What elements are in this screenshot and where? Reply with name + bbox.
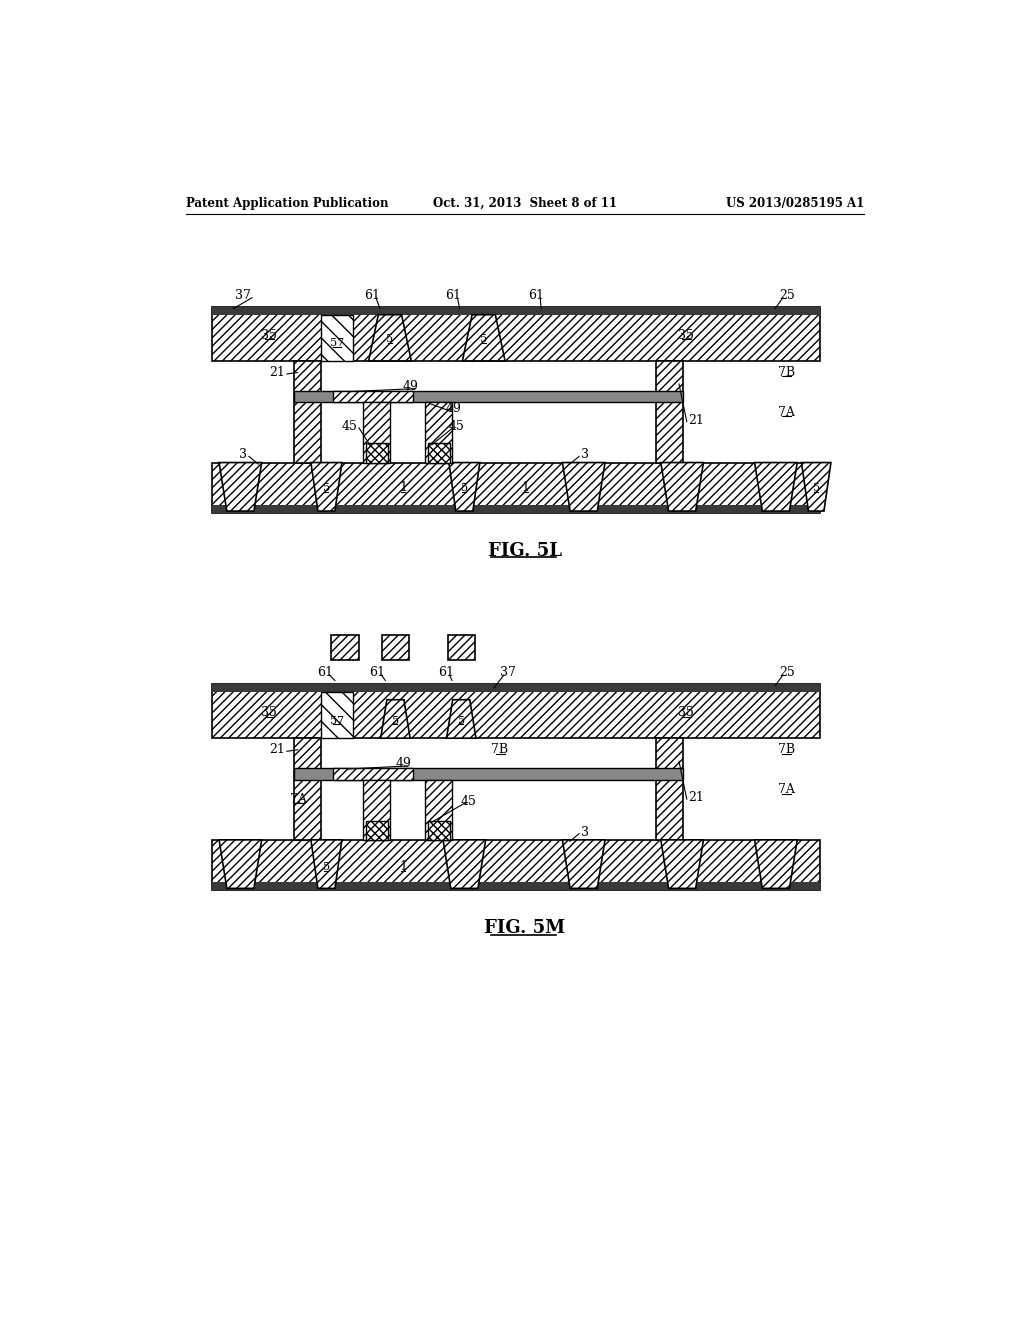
- Text: 3: 3: [239, 449, 247, 462]
- Text: 35: 35: [678, 706, 694, 719]
- Bar: [212, 506, 820, 512]
- Text: 1: 1: [521, 482, 529, 495]
- Bar: [321, 314, 352, 360]
- Text: 37: 37: [500, 667, 516, 680]
- Polygon shape: [463, 314, 505, 360]
- Bar: [321, 692, 352, 738]
- Text: Patent Application Publication: Patent Application Publication: [186, 197, 389, 210]
- Bar: [212, 308, 820, 314]
- Text: 7A: 7A: [778, 783, 796, 796]
- Text: 7B: 7B: [778, 366, 796, 379]
- Text: 57: 57: [330, 338, 344, 348]
- Bar: [294, 768, 683, 780]
- Bar: [294, 738, 321, 840]
- Text: 5: 5: [323, 483, 330, 492]
- Bar: [655, 360, 683, 462]
- Bar: [382, 635, 409, 660]
- Text: FIG. 5L: FIG. 5L: [487, 543, 562, 560]
- Polygon shape: [446, 700, 476, 738]
- Text: 7A: 7A: [778, 407, 796, 418]
- Polygon shape: [311, 840, 342, 888]
- Text: 37: 37: [234, 289, 251, 302]
- Text: 61: 61: [437, 667, 454, 680]
- Polygon shape: [660, 462, 703, 511]
- Text: 1: 1: [399, 482, 408, 495]
- Bar: [333, 768, 414, 780]
- Text: 5: 5: [480, 334, 487, 345]
- Text: 49: 49: [445, 403, 462, 416]
- Text: 25: 25: [779, 667, 795, 680]
- Text: 21: 21: [688, 413, 705, 426]
- Polygon shape: [369, 314, 412, 360]
- Polygon shape: [755, 840, 798, 888]
- Bar: [362, 403, 390, 462]
- Polygon shape: [562, 462, 605, 511]
- Text: 57: 57: [330, 715, 344, 726]
- Polygon shape: [449, 462, 480, 511]
- Text: 21: 21: [269, 743, 286, 756]
- Text: 7B: 7B: [778, 743, 796, 756]
- Bar: [212, 882, 820, 890]
- Text: 21: 21: [269, 366, 286, 379]
- Polygon shape: [802, 462, 830, 511]
- Bar: [428, 821, 450, 840]
- Bar: [212, 308, 820, 360]
- Text: 61: 61: [365, 289, 380, 302]
- Bar: [428, 444, 450, 462]
- Polygon shape: [219, 462, 262, 511]
- Text: 3: 3: [582, 449, 589, 462]
- Text: 1: 1: [399, 861, 408, 874]
- Text: 61: 61: [317, 667, 334, 680]
- Text: 7A: 7A: [290, 792, 307, 805]
- Text: 35: 35: [261, 706, 276, 719]
- Text: 21: 21: [688, 791, 705, 804]
- Polygon shape: [443, 840, 485, 888]
- Bar: [333, 391, 414, 403]
- Polygon shape: [660, 840, 703, 888]
- Text: 3: 3: [582, 825, 589, 838]
- Bar: [212, 840, 820, 890]
- Text: 45: 45: [342, 420, 357, 433]
- Text: 35: 35: [678, 329, 694, 342]
- Text: 49: 49: [402, 380, 419, 393]
- Bar: [212, 684, 820, 692]
- Polygon shape: [311, 462, 342, 511]
- Bar: [294, 360, 321, 462]
- Text: 5: 5: [323, 862, 330, 871]
- Polygon shape: [219, 840, 262, 888]
- Text: 5: 5: [813, 483, 820, 492]
- Text: 35: 35: [261, 329, 276, 342]
- Bar: [212, 462, 820, 512]
- Text: 5: 5: [386, 334, 393, 345]
- Bar: [655, 738, 683, 840]
- Text: 61: 61: [445, 289, 462, 302]
- Text: Oct. 31, 2013  Sheet 8 of 11: Oct. 31, 2013 Sheet 8 of 11: [433, 197, 616, 210]
- Bar: [447, 635, 475, 660]
- Bar: [332, 635, 358, 660]
- Text: 45: 45: [461, 795, 477, 808]
- Text: 5: 5: [392, 715, 399, 726]
- Text: 45: 45: [449, 420, 465, 433]
- Bar: [366, 444, 388, 462]
- Polygon shape: [381, 700, 410, 738]
- Polygon shape: [562, 840, 605, 888]
- Bar: [425, 780, 452, 840]
- Text: 49: 49: [396, 758, 412, 770]
- Text: 61: 61: [528, 289, 545, 302]
- Text: 25: 25: [779, 289, 795, 302]
- Bar: [321, 738, 655, 840]
- Text: 5: 5: [458, 715, 465, 726]
- Text: 7B: 7B: [492, 743, 509, 756]
- Bar: [212, 684, 820, 738]
- Text: 61: 61: [370, 667, 386, 680]
- Text: US 2013/0285195 A1: US 2013/0285195 A1: [726, 197, 864, 210]
- Text: FIG. 5M: FIG. 5M: [484, 920, 565, 937]
- Bar: [294, 391, 683, 403]
- Bar: [366, 821, 388, 840]
- Polygon shape: [755, 462, 798, 511]
- Bar: [362, 780, 390, 840]
- Text: 5: 5: [461, 483, 468, 492]
- Bar: [425, 403, 452, 462]
- Bar: [321, 360, 655, 462]
